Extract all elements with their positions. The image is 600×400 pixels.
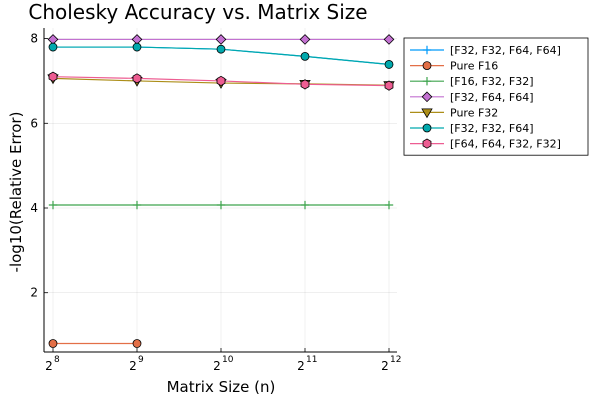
series-7 (48, 71, 394, 91)
x-axis-label: Matrix Size (n) (167, 378, 276, 396)
data-point (215, 34, 227, 45)
x-tick-exponent: 11 (306, 355, 317, 365)
series-2 (48, 339, 142, 348)
x-tick-label: 2 (381, 359, 389, 373)
y-tick-label: 8 (30, 32, 38, 46)
legend-swatch-marker (421, 108, 433, 119)
x-tick-exponent: 9 (138, 355, 144, 365)
data-point (48, 339, 58, 348)
y-tick-label: 2 (30, 286, 38, 300)
legend-entry: [F32, F64, F64] (410, 91, 534, 104)
x-tick-exponent: 8 (54, 355, 60, 365)
y-tick-label: 4 (30, 201, 38, 215)
series-4 (47, 34, 395, 45)
x-tick-label: 2 (213, 359, 221, 373)
data-point (300, 51, 310, 61)
legend-swatch-marker (422, 77, 432, 86)
chart-title: Cholesky Accuracy vs. Matrix Size (28, 0, 367, 24)
legend-entry: Pure F32 (410, 106, 498, 119)
y-ticks: 2 4 6 8 (30, 32, 38, 300)
x-tick-label: 2 (297, 359, 305, 373)
legend-label: Pure F32 (450, 106, 498, 119)
data-point (132, 200, 142, 210)
data-point (300, 200, 310, 210)
series-3 (48, 200, 394, 210)
legend-entry: [F32, F32, F64, F64] (410, 44, 561, 57)
data-point (299, 34, 311, 45)
legend-swatch-marker (422, 138, 432, 149)
legend-swatch-marker (422, 61, 432, 70)
data-point (216, 75, 226, 87)
data-point (300, 79, 310, 90)
data-point (384, 200, 394, 210)
legend-label: [F32, F32, F64, F64] (450, 44, 561, 57)
data-point (384, 60, 394, 69)
legend-swatch-marker (422, 45, 432, 55)
legend-label: Pure F16 (450, 60, 498, 73)
x-tick-exponent: 10 (222, 355, 234, 365)
legend-label: [F64, F64, F32, F32] (450, 138, 561, 151)
data-point (132, 339, 142, 348)
legend-label: [F16, F32, F32] (450, 75, 534, 88)
legend-entry: [F32, F32, F64] (410, 122, 534, 135)
x-ticks: 2 8 2 9 2 10 2 11 2 12 (45, 355, 401, 373)
legend-entry: [F16, F32, F32] (410, 75, 534, 88)
series-layer (47, 34, 395, 348)
legend-swatch-marker (422, 123, 432, 133)
x-tick-exponent: 12 (390, 355, 401, 365)
legend-swatch-marker (421, 91, 433, 103)
x-tick-label: 2 (129, 359, 137, 373)
legend: [F32, F32, F64, F64] Pure F16 [F16, F32, F… (403, 37, 589, 156)
data-point (383, 34, 395, 45)
data-point (48, 200, 58, 210)
data-point (132, 42, 142, 52)
legend-entry: Pure F16 (410, 60, 498, 73)
data-point (48, 71, 58, 82)
data-point (48, 42, 58, 52)
legend-label: [F32, F64, F64] (450, 91, 534, 104)
legend-entry: [F64, F64, F32, F32] (410, 138, 561, 151)
series-6 (48, 42, 394, 69)
y-tick-label: 6 (30, 116, 38, 130)
y-axis-label: -log10(Relative Error) (7, 112, 25, 273)
axes (43, 28, 397, 353)
data-point (132, 73, 142, 84)
data-point (216, 44, 226, 54)
legend-label: [F32, F32, F64] (450, 122, 534, 135)
data-point (216, 200, 226, 210)
data-point (384, 80, 394, 91)
x-tick-label: 2 (45, 359, 53, 373)
